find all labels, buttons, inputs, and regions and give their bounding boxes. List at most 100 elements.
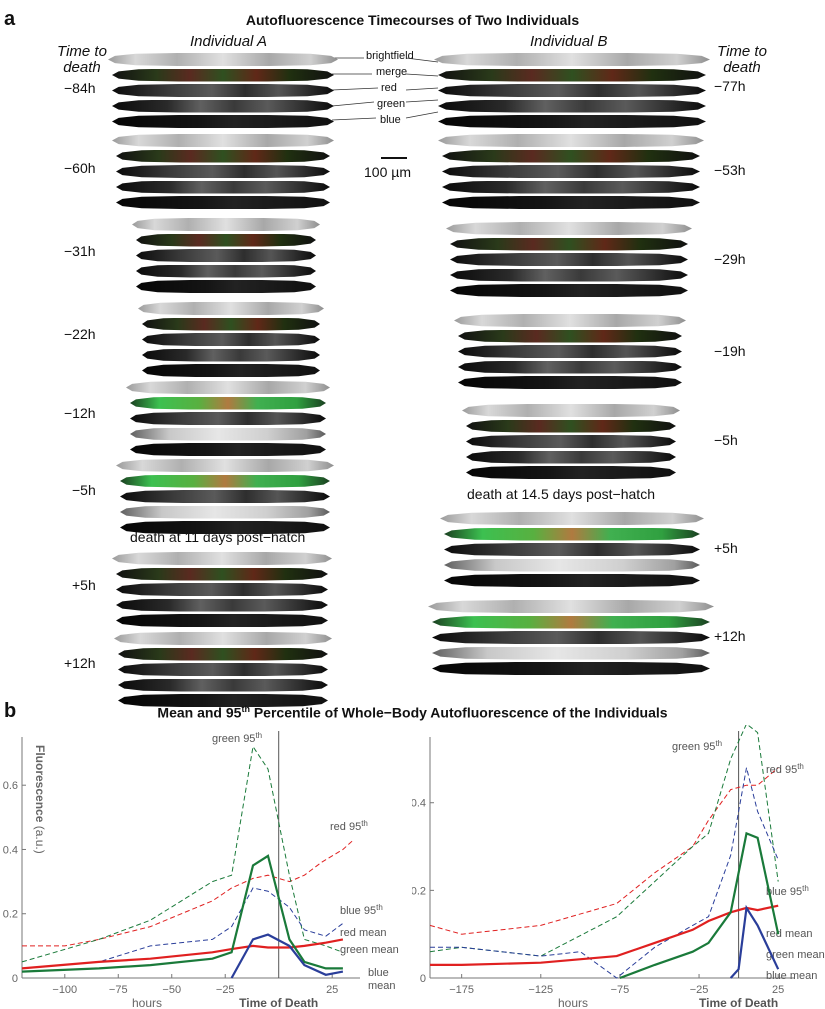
timepoint-label-b: +12h — [714, 628, 746, 644]
time-of-death-label: Time of Death — [239, 996, 318, 1009]
worm-image-merge — [116, 567, 328, 581]
channel-label-red: red — [381, 82, 397, 94]
channel-label-merge: merge — [376, 66, 408, 78]
chart-left: 0 0.2 0.4 0.6 −100 −75 −50 −25 25 hours Time of De… — [3, 731, 399, 1009]
x-tick-label: −125 — [528, 984, 553, 996]
channel-label-brightfield: brightfield — [366, 50, 414, 62]
scale-bar — [381, 157, 407, 159]
worm-image-brightfield — [440, 512, 704, 525]
x-axis-label: hours — [558, 996, 588, 1009]
timepoint-label-a: −60h — [64, 160, 96, 176]
worm-image-green — [466, 450, 676, 464]
timepoint-label-a: −5h — [72, 482, 96, 498]
worm-image-merge — [116, 149, 330, 163]
series-label: blue 95th — [340, 903, 383, 917]
timepoint-label-b: −53h — [714, 162, 746, 178]
series-line-green-95th — [21, 745, 344, 963]
worm-image-blue — [112, 115, 334, 128]
worm-image-green — [136, 264, 316, 278]
x-tick-label: −50 — [162, 984, 181, 996]
panel-b-letter: b — [4, 700, 17, 722]
timepoint-label-a: −84h — [64, 80, 96, 96]
individual-a-label: Individual A — [190, 33, 267, 50]
worm-image-green — [458, 360, 682, 374]
timepoint-label-b: −19h — [714, 343, 746, 359]
worm-image-blue — [450, 284, 688, 297]
series-label: green mean — [340, 944, 399, 956]
worm-image-merge — [450, 237, 688, 251]
worm-image-blue — [444, 574, 700, 587]
worm-image-red — [438, 84, 706, 97]
worm-image-green — [118, 678, 328, 692]
series-line-blue-95th — [21, 887, 344, 969]
worm-image-green — [450, 268, 688, 282]
x-tick-label: −100 — [52, 984, 77, 996]
ttd-line2: death — [723, 59, 761, 76]
worm-image-brightfield — [438, 134, 704, 147]
time-of-death-label: Time of Death — [699, 996, 778, 1009]
series-line-green-mean — [619, 831, 780, 980]
worm-image-blue — [466, 466, 676, 479]
timepoint-label-b: +5h — [714, 540, 738, 556]
series-label-sup: th — [802, 884, 809, 893]
worm-image-merge — [136, 233, 316, 247]
x-tick-label: −75 — [109, 984, 128, 996]
series-line-red-mean — [430, 904, 779, 966]
worm-image-merge — [142, 317, 320, 331]
y-tick-label: 0.6 — [3, 780, 18, 792]
worm-image-brightfield — [446, 222, 692, 235]
x-tick-label: −75 — [611, 984, 630, 996]
worm-image-red — [136, 249, 316, 262]
series-label: green 95th — [212, 731, 262, 745]
series-label: green 95th — [672, 739, 722, 753]
y-tick-label: 0.4 — [412, 798, 426, 810]
x-axis-label: hours — [132, 996, 162, 1009]
worm-image-green — [116, 598, 328, 612]
worm-image-blue — [120, 521, 330, 534]
channel-leader-lines — [331, 57, 439, 121]
chart-right: 0 0.2 0.4 −175 −125 −75 −25 25 hours Time of Deat… — [412, 725, 825, 1009]
worm-image-green — [432, 646, 710, 660]
worm-image-brightfield — [454, 314, 686, 327]
series-label: blue 95th — [766, 884, 809, 898]
worm-image-brightfield — [462, 404, 680, 417]
ttd-line1: Time to — [57, 43, 107, 60]
worm-image-brightfield — [434, 53, 710, 66]
timepoint-label-b: −29h — [714, 251, 746, 267]
worm-image-blue — [130, 443, 326, 456]
series-label-sup: th — [797, 762, 804, 771]
series-label-sup: th — [376, 903, 383, 912]
worm-image-green — [120, 505, 330, 519]
y-axis-label-unit: (a.u.) — [33, 826, 47, 854]
series-line-red-mean — [21, 938, 344, 970]
individual-b-label: Individual B — [530, 33, 608, 50]
worm-image-blue — [438, 115, 706, 128]
timepoint-label-a: +12h — [64, 655, 96, 671]
worm-image-blue — [458, 376, 682, 389]
timepoint-label-a: −31h — [64, 243, 96, 259]
ttd-line1: Time to — [717, 43, 767, 60]
series-line-red-95th — [429, 767, 779, 935]
panel-b-title-suffix: Percentile of Whole−Body Autofluorescenc… — [249, 704, 668, 721]
worm-image-merge — [458, 329, 682, 343]
worm-image-merge — [118, 647, 328, 661]
x-tick-label: 25 — [326, 984, 338, 996]
worm-image-blue — [442, 196, 700, 209]
death-text-b: death at 14.5 days post−hatch — [467, 486, 655, 502]
series-label-sup: th — [715, 739, 722, 748]
series-line-green-95th — [429, 725, 779, 957]
worm-image-green — [438, 99, 706, 113]
worm-image-merge — [120, 474, 330, 488]
worm-image-blue — [116, 196, 330, 209]
y-axis-label: Fluorescence (a.u.) — [33, 745, 47, 854]
worm-image-red — [112, 84, 334, 97]
series-label-line2: mean — [368, 980, 396, 992]
worm-image-green — [112, 99, 334, 113]
series-line-blue-mean — [230, 933, 344, 979]
y-tick-label: 0.2 — [3, 909, 18, 921]
x-tick-label: −25 — [690, 984, 709, 996]
ttd-line2: death — [63, 59, 101, 76]
y-tick-label: 0.4 — [3, 844, 18, 856]
channel-label-blue: blue — [380, 114, 401, 126]
series-label: red 95th — [766, 762, 804, 776]
